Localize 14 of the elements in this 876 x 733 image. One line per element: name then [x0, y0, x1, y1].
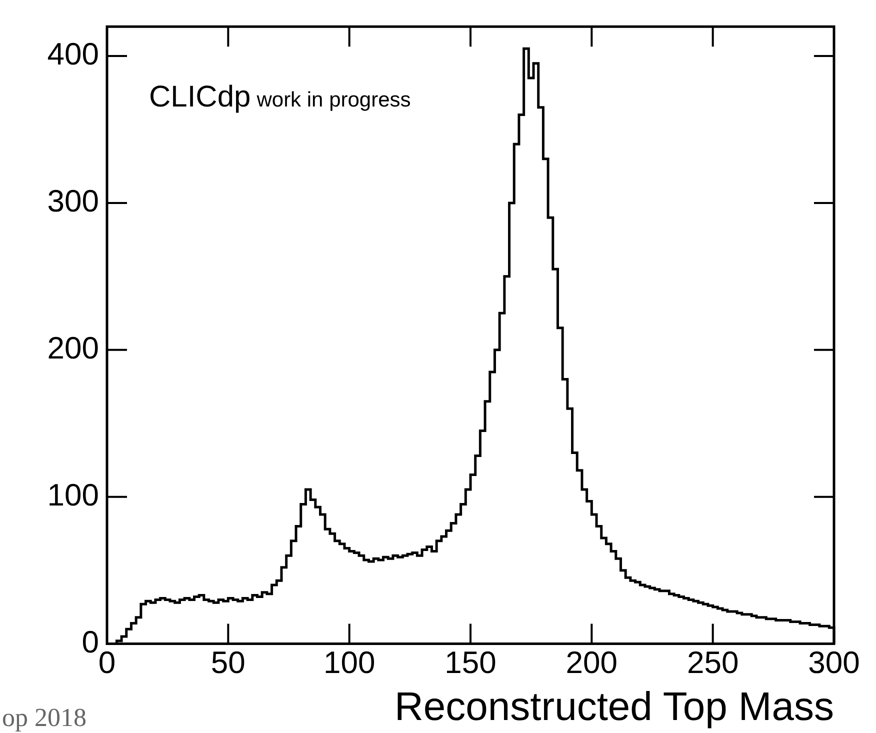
x-tick-label: 50: [210, 644, 246, 680]
y-tick-label: 100: [47, 477, 99, 512]
y-tick-label: 200: [47, 330, 99, 366]
annotation: work in progress: [256, 88, 411, 112]
x-tick-label: 100: [323, 644, 376, 680]
x-axis-title: Reconstructed Top Mass: [394, 685, 834, 730]
y-tick-label: 400: [47, 36, 99, 72]
annotation: CLICdp: [149, 80, 251, 114]
x-tick-label: 300: [808, 644, 860, 680]
y-tick-label: 300: [47, 183, 99, 218]
x-tick-label: 150: [444, 644, 496, 680]
x-tick-label: 200: [566, 644, 618, 680]
text: op 2018: [2, 703, 86, 732]
x-tick-label: 250: [686, 644, 739, 680]
